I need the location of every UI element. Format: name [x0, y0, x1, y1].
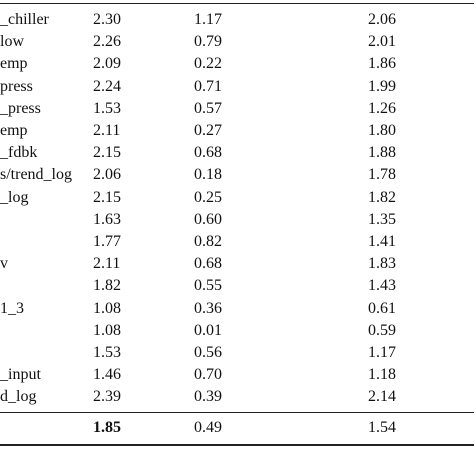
value-cell: 1.43	[368, 277, 396, 295]
value-cell: 1.17	[194, 11, 222, 28]
value-cell: 1.99	[368, 77, 396, 95]
row-label: v	[0, 255, 8, 273]
value-cell: 0.39	[194, 388, 222, 406]
value-cell: 0.71	[194, 77, 222, 95]
value-cell: 0.59	[368, 321, 396, 339]
row-label: emp	[0, 122, 28, 139]
value-cell: 0.56	[194, 344, 222, 361]
value-cell: 2.09	[93, 55, 121, 73]
row-label: _chiller	[0, 11, 49, 28]
value-cell: 0.55	[194, 277, 222, 295]
value-cell: 1.54	[368, 419, 396, 436]
value-cell: 1.18	[368, 366, 396, 384]
value-cell: 2.11	[93, 122, 121, 139]
value-cell: 0.18	[194, 166, 222, 184]
row-label: d_log	[0, 388, 37, 406]
row-label: press	[0, 77, 33, 95]
value-cell: 0.57	[194, 99, 222, 117]
value-cell: 1.77	[93, 233, 121, 250]
value-cell: 0.79	[194, 33, 222, 51]
top-rule	[0, 3, 474, 4]
value-cell: 1.85	[93, 419, 121, 436]
value-cell: 2.15	[93, 144, 121, 162]
value-cell: 0.82	[194, 233, 222, 250]
mid-rule	[0, 412, 474, 413]
value-cell: 1.86	[368, 55, 396, 73]
value-cell: 2.11	[93, 255, 121, 273]
value-cell: 1.35	[368, 210, 396, 228]
value-cell: 0.60	[194, 210, 222, 228]
value-cell: 0.36	[194, 299, 222, 317]
value-cell: 0.68	[194, 144, 222, 162]
row-label: low	[0, 33, 24, 51]
value-cell: 0.25	[194, 188, 222, 206]
value-cell: 1.26	[368, 99, 396, 117]
row-label: s/trend_log	[0, 166, 72, 184]
value-cell: 2.01	[368, 33, 396, 51]
value-cell: 0.22	[194, 55, 222, 73]
value-cell: 1.53	[93, 344, 121, 361]
value-cell: 0.01	[194, 321, 222, 339]
row-label: _fdbk	[0, 144, 38, 162]
value-cell: 0.49	[194, 419, 222, 436]
value-cell: 1.53	[93, 99, 121, 117]
value-cell: 1.08	[93, 299, 121, 317]
value-cell: 0.68	[194, 255, 222, 273]
value-cell: 1.63	[93, 210, 121, 228]
value-cell: 1.80	[368, 122, 396, 139]
bottom-rule	[0, 444, 474, 446]
value-cell: 1.82	[93, 277, 121, 295]
value-cell: 2.26	[93, 33, 121, 51]
value-cell: 2.14	[368, 388, 396, 406]
value-cell: 1.83	[368, 255, 396, 273]
value-cell: 2.39	[93, 388, 121, 406]
row-label: 1_3	[0, 299, 24, 317]
row-label: _input	[0, 366, 41, 384]
row-label: _press	[0, 99, 41, 117]
value-cell: 1.41	[368, 233, 396, 250]
value-cell: 1.08	[93, 321, 121, 339]
value-cell: 0.61	[368, 299, 396, 317]
row-label: _log	[0, 188, 29, 206]
value-cell: 2.30	[93, 11, 121, 28]
row-label: emp	[0, 55, 28, 73]
value-cell: 2.06	[368, 11, 396, 28]
value-cell: 1.78	[368, 166, 396, 184]
value-cell: 1.46	[93, 366, 121, 384]
value-cell: 2.15	[93, 188, 121, 206]
value-cell: 0.70	[194, 366, 222, 384]
value-cell: 2.24	[93, 77, 121, 95]
value-cell: 1.88	[368, 144, 396, 162]
value-cell: 1.17	[368, 344, 396, 361]
value-cell: 2.06	[93, 166, 121, 184]
value-cell: 1.82	[368, 188, 396, 206]
value-cell: 0.27	[194, 122, 222, 139]
